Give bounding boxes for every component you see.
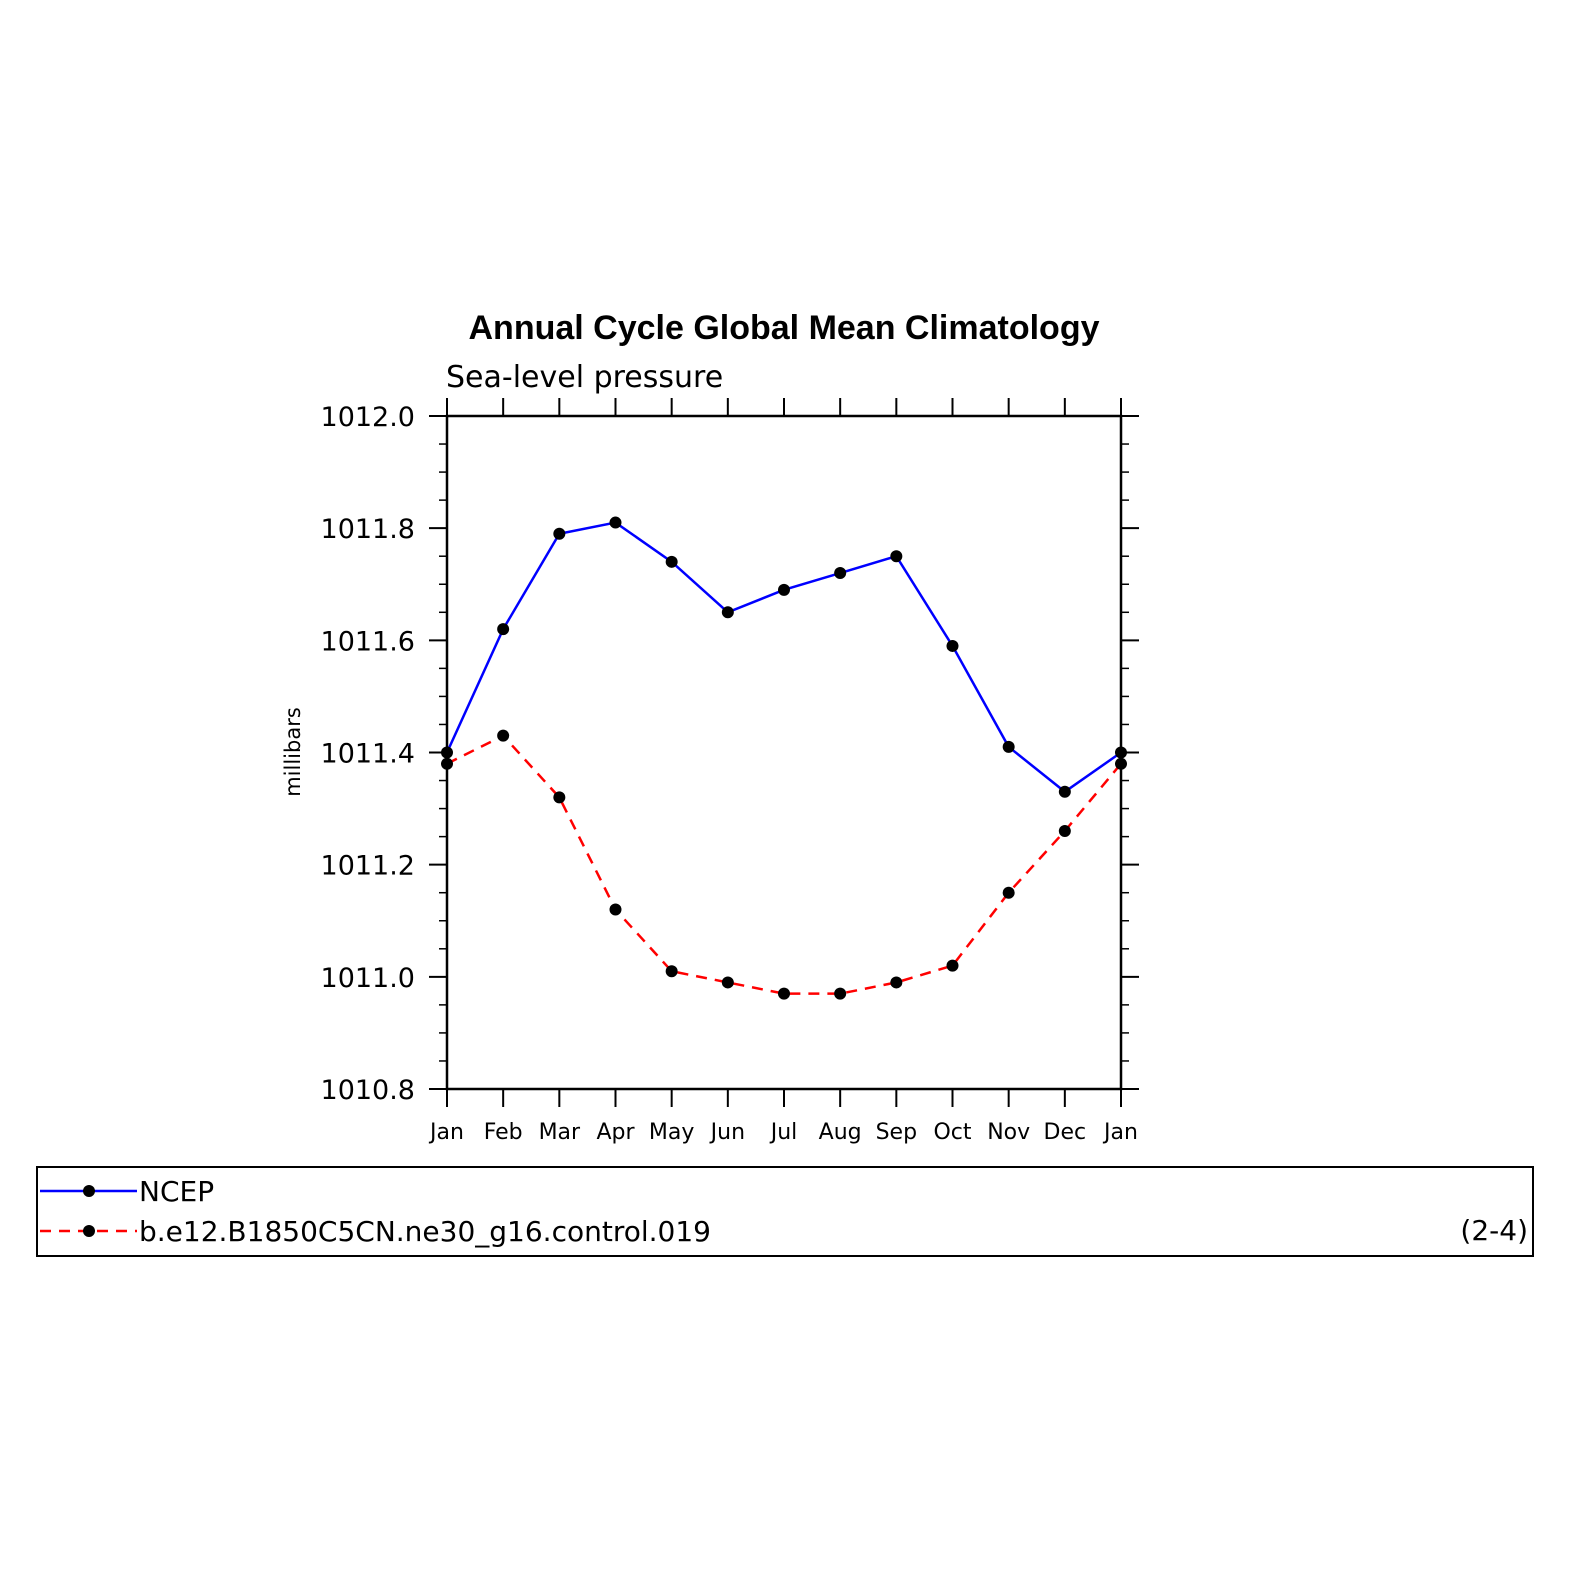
x-tick-label: Jul xyxy=(769,1120,798,1145)
x-tick-label: Sep xyxy=(876,1120,917,1145)
series-1-point xyxy=(609,516,622,529)
x-tick-label: Oct xyxy=(933,1120,971,1145)
x-tick-label: May xyxy=(649,1120,694,1145)
series-2-point xyxy=(721,976,734,989)
series-1-point xyxy=(1058,785,1071,798)
y-tick-label: 1011.4 xyxy=(321,739,415,770)
series-2-point xyxy=(1002,886,1015,899)
series-1-point xyxy=(1002,740,1015,753)
axes: 1010.8 1011.0 1011.2 1011.4 1011.6 1011.8 1012… xyxy=(321,398,1139,1145)
series-1-point xyxy=(946,639,959,652)
series-1-point xyxy=(665,555,678,568)
series-1-point xyxy=(890,550,903,563)
y-tick-label: 1011.6 xyxy=(321,626,415,657)
legend-box xyxy=(36,1166,1534,1257)
x-tick-label: Jun xyxy=(709,1120,745,1145)
x-tick-label: Jan xyxy=(1102,1120,1138,1145)
series-2-point xyxy=(946,959,959,972)
series-1-point xyxy=(441,746,453,759)
x-tick-label: Feb xyxy=(484,1120,523,1145)
series-2-point xyxy=(778,987,790,1000)
legend: NCEP b.e12.B1850C5CN.ne30_g16.control.019 xyxy=(40,1175,711,1248)
legend-marker-1 xyxy=(83,1185,95,1197)
x-tick-label: Aug xyxy=(819,1120,862,1145)
y-tick-label: 1011.2 xyxy=(321,851,415,882)
y-tick-label: 1011.0 xyxy=(321,963,415,994)
series-2-point xyxy=(665,965,678,978)
series-2-point xyxy=(497,729,510,742)
x-tick-label: Nov xyxy=(987,1120,1030,1145)
series-2-point xyxy=(553,791,566,804)
series-2-point xyxy=(441,757,453,770)
panel-label: (2-4) xyxy=(1460,1214,1528,1247)
series-1-point xyxy=(497,623,510,636)
series-2-point xyxy=(890,976,903,989)
series-line-1 xyxy=(445,521,1122,794)
series-2-point xyxy=(834,987,847,1000)
x-tick-label: Jan xyxy=(428,1120,464,1145)
series-1-point xyxy=(553,527,566,540)
x-tick-label: Dec xyxy=(1044,1120,1087,1145)
series-2-point xyxy=(1058,825,1071,838)
y-tick-label: 1011.8 xyxy=(321,514,415,545)
x-tick-label: Apr xyxy=(596,1120,635,1145)
y-tick-label: 1010.8 xyxy=(321,1075,415,1106)
series-line-2 xyxy=(446,734,1122,995)
legend-label-2: b.e12.B1850C5CN.ne30_g16.control.019 xyxy=(139,1215,711,1248)
series-1-point xyxy=(834,567,847,580)
chart-title: Annual Cycle Global Mean Climatology xyxy=(469,309,1100,347)
x-tick-label: Mar xyxy=(539,1120,581,1145)
legend-label-1: NCEP xyxy=(139,1175,214,1208)
chart-subtitle: Sea-level pressure xyxy=(446,360,723,395)
y-tick-label: 1012.0 xyxy=(321,402,415,433)
y-axis-label: millibars xyxy=(281,707,305,797)
series-2-point xyxy=(1115,757,1127,770)
series-2-point xyxy=(609,903,622,916)
legend-marker-2 xyxy=(83,1225,95,1237)
series-1-point xyxy=(721,606,734,619)
series-layer xyxy=(441,516,1127,1000)
series-1-point xyxy=(778,583,790,596)
series-1-point xyxy=(1115,746,1127,759)
